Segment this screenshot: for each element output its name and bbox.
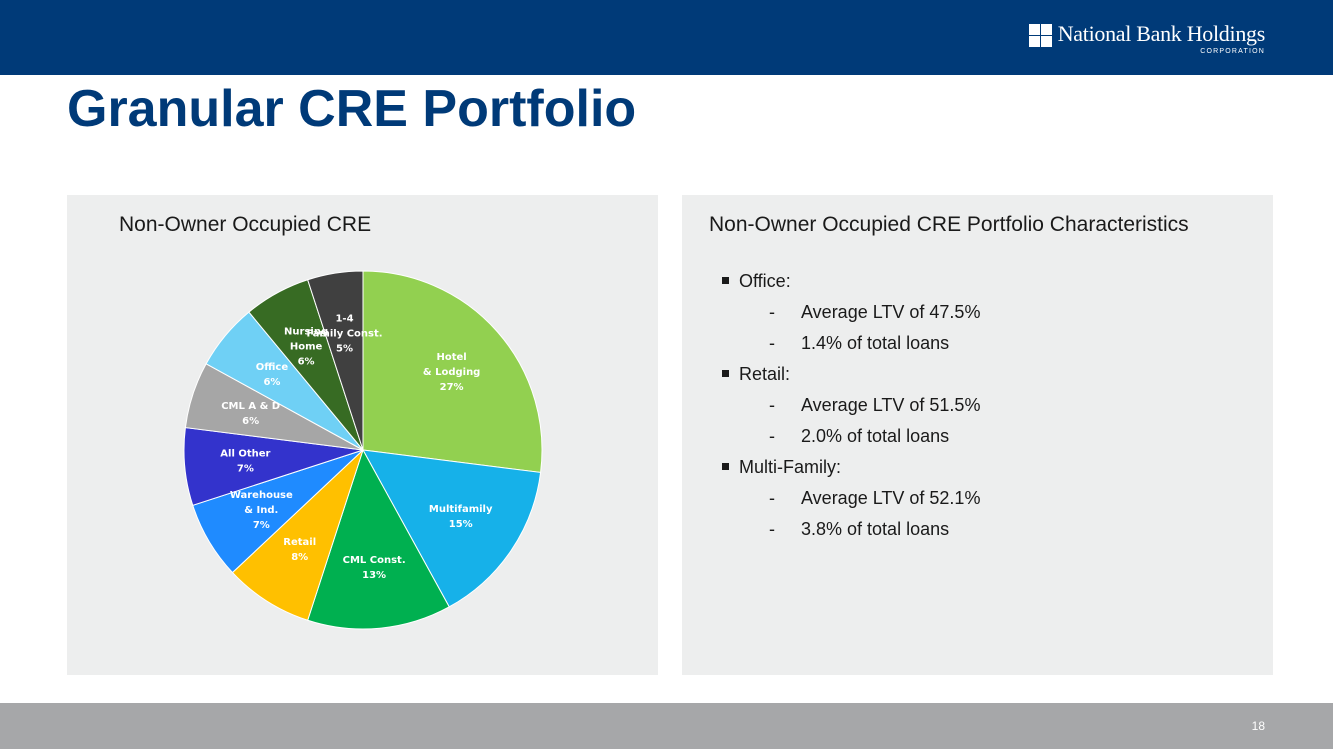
dash-bullet-icon: -: [769, 302, 775, 322]
pie-slice-label: CML Const. 13%: [343, 555, 406, 581]
characteristics-panel: Non-Owner Occupied CRE Portfolio Charact…: [682, 195, 1273, 675]
dash-bullet-icon: -: [769, 426, 775, 446]
pie-slice-value: 6%: [263, 377, 280, 388]
footer-bar: 18: [0, 703, 1333, 749]
pie-slice: [307, 270, 364, 451]
pie-slice-value: 7%: [237, 464, 254, 475]
pie-slice-value: 7%: [253, 520, 270, 531]
pie-slice-label: Warehouse & Ind. 7%: [230, 490, 293, 531]
dash-bullet-icon: -: [769, 333, 775, 353]
pie-slice-label: 1-4 Family Const. 5%: [306, 313, 382, 354]
pie-slice-name: Multifamily: [429, 504, 493, 515]
pie-slice-label: CML A & D 6%: [221, 401, 280, 427]
pie-slice-name: Family Const.: [306, 328, 382, 339]
pie-slice: [307, 448, 450, 630]
pie-slice-name: CML A & D: [221, 401, 280, 412]
characteristic-label-text: Office:: [739, 271, 791, 291]
square-bullet-icon: [722, 463, 729, 470]
pie-slice-value: 15%: [449, 519, 473, 530]
dash-bullet-icon: -: [769, 519, 775, 539]
characteristic-label: Retail:: [722, 359, 980, 390]
characteristic-detail-text: 2.0% of total loans: [801, 426, 950, 446]
logo-subtitle: CORPORATION: [1200, 48, 1265, 55]
pie-slice-name: Nursing: [284, 326, 328, 337]
characteristic-detail-text: Average LTV of 52.1%: [801, 488, 981, 508]
characteristics-title: Non-Owner Occupied CRE Portfolio Charact…: [709, 213, 1189, 236]
pie-slice-value: 8%: [291, 552, 308, 563]
pie-slice-label: Hotel & Lodging 27%: [423, 352, 480, 393]
pie-slice-name: CML Const.: [343, 555, 406, 566]
pie-slice-label: Office 6%: [256, 362, 289, 388]
pie-slice-value: 27%: [440, 382, 464, 393]
characteristic-item: Office: - Average LTV of 47.5% - 1.4% of tot…: [722, 266, 980, 359]
pie-slice: [231, 449, 364, 621]
characteristic-detail: - 3.8% of total loans: [722, 514, 980, 545]
pie-slice-name: Home: [290, 341, 323, 352]
logo-squares-icon: [1028, 24, 1052, 47]
characteristic-detail-text: 1.4% of total loans: [801, 333, 950, 353]
characteristic-item: Retail: - Average LTV of 51.5% - 2.0% of tot…: [722, 359, 980, 452]
pie-slice-name: & Ind.: [244, 505, 278, 516]
characteristic-label-text: Retail:: [739, 364, 791, 384]
pie-slice-label: Retail 8%: [283, 537, 316, 563]
characteristic-item: Multi-Family: - Average LTV of 52.1% - 3.8% …: [722, 452, 980, 545]
characteristic-detail-text: Average LTV of 47.5%: [801, 302, 981, 322]
characteristic-detail-text: 3.8% of total loans: [801, 519, 950, 539]
pie-slice-name: & Lodging: [423, 367, 480, 378]
characteristic-label-text: Multi-Family:: [739, 457, 841, 477]
characteristic-detail: - Average LTV of 52.1%: [722, 483, 980, 514]
pie-slice: [362, 270, 543, 473]
characteristic-label: Multi-Family:: [722, 452, 980, 483]
page-title: Granular CRE Portfolio: [67, 80, 637, 138]
pie-slice-label: Nursing Home 6%: [284, 326, 328, 367]
pie-slice-value: 13%: [362, 570, 386, 581]
square-bullet-icon: [722, 277, 729, 284]
characteristic-detail: - Average LTV of 47.5%: [722, 297, 980, 328]
pie-slice-value: 6%: [298, 356, 315, 367]
chart-panel: Non-Owner Occupied CRE Hotel & Lodging 27%…: [67, 195, 658, 675]
pie-chart: Hotel & Lodging 27% Multifamily 15% CML Const…: [183, 270, 543, 630]
pie-slice-value: 5%: [336, 343, 353, 354]
characteristic-detail-text: Average LTV of 51.5%: [801, 395, 981, 415]
square-bullet-icon: [722, 370, 729, 377]
pie-slice-label: Multifamily 15%: [429, 504, 493, 530]
characteristics-list: Office: - Average LTV of 47.5% - 1.4% of tot…: [722, 266, 980, 545]
characteristic-detail: - 1.4% of total loans: [722, 328, 980, 359]
pie-slice: [362, 449, 542, 608]
page-number: 18: [1251, 719, 1265, 733]
pie-slice-value: 6%: [242, 416, 259, 427]
header-bar: National Bank Holdings CORPORATION: [0, 0, 1333, 75]
dash-bullet-icon: -: [769, 395, 775, 415]
pie-slice-name: Warehouse: [230, 490, 293, 501]
pie-slice-name: All Other: [220, 449, 270, 460]
company-logo: National Bank Holdings CORPORATION: [1028, 21, 1266, 56]
pie-slice-name: Retail: [283, 537, 316, 548]
characteristic-detail: - 2.0% of total loans: [722, 421, 980, 452]
logo-name: National Bank Holdings: [1057, 21, 1266, 46]
pie-slice-name: Hotel: [437, 352, 467, 363]
dash-bullet-icon: -: [769, 488, 775, 508]
characteristic-label: Office:: [722, 266, 980, 297]
chart-panel-title: Non-Owner Occupied CRE: [119, 213, 372, 236]
pie-slice-name: 1-4: [335, 313, 353, 324]
pie-slice-label: All Other 7%: [220, 449, 270, 475]
pie-slice-name: Office: [256, 362, 289, 373]
characteristic-detail: - Average LTV of 51.5%: [722, 390, 980, 421]
